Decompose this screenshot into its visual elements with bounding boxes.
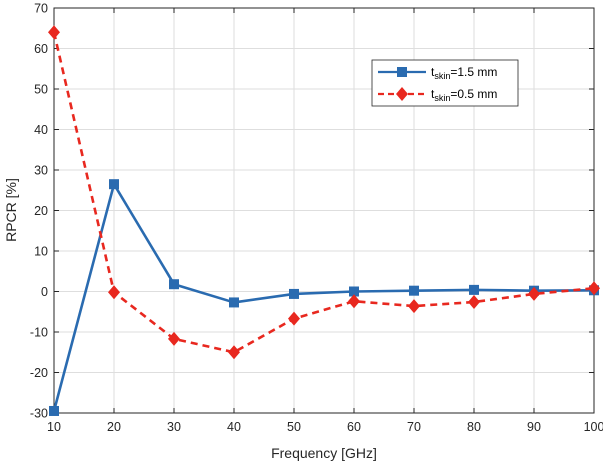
data-point-diamond (108, 285, 120, 300)
data-point-diamond (528, 286, 540, 301)
x-tick-label: 10 (47, 420, 61, 434)
x-tick-label: 70 (407, 420, 421, 434)
ticks: 10 20 30 40 50 60 70 80 90 100 -30 -20 -10 0 10 20 30 40 5… (30, 2, 603, 435)
data-point-square (349, 286, 359, 297)
series-line-2 (52, 32, 595, 354)
data-point-square (109, 179, 119, 190)
x-tick-label: 50 (287, 420, 301, 434)
data-point-diamond (408, 299, 420, 314)
y-tick-label: 30 (34, 164, 48, 178)
legend-box (371, 59, 519, 107)
data-point-diamond (228, 345, 240, 360)
legend-marker-diamond (396, 87, 408, 101)
data-point-diamond (168, 331, 180, 346)
y-tick-label: -10 (30, 326, 48, 340)
series-line-1 (52, 182, 595, 412)
y-tick-label: 20 (34, 204, 48, 218)
y-tick-label: -20 (30, 366, 48, 380)
y-tick-label: 0 (41, 285, 48, 299)
legend-marker-square (397, 67, 407, 77)
y-axis-title: RPCR [%] (3, 178, 19, 242)
data-point-diamond (588, 281, 600, 296)
data-point-diamond (468, 295, 480, 310)
legend: tskin=1.5 mm tskin=0.5 mm (371, 59, 519, 107)
legend-label-skin-0-5: tskin=0.5 mm (431, 87, 497, 103)
data-point-diamond (48, 25, 60, 40)
data-point-square (469, 284, 479, 295)
series-layer (48, 25, 600, 416)
data-point-square (409, 285, 419, 296)
x-axis-title: Frequency [GHz] (271, 445, 377, 461)
y-tick-label: 60 (34, 42, 48, 56)
y-tick-label: 50 (34, 83, 48, 97)
x-tick-label: 100 (584, 420, 603, 434)
y-tick-label: -30 (30, 407, 48, 421)
x-tick-label: 40 (227, 420, 241, 434)
data-point-square (289, 288, 299, 299)
x-tick-label: 60 (347, 420, 361, 434)
data-point-diamond (348, 294, 360, 309)
y-tick-label: 10 (34, 245, 48, 259)
x-tick-label: 80 (467, 420, 481, 434)
x-tick-label: 30 (167, 420, 181, 434)
data-point-diamond (288, 311, 300, 326)
data-point-square (169, 279, 179, 290)
x-tick-label: 90 (527, 420, 541, 434)
y-tick-label: 40 (34, 123, 48, 137)
data-point-square (229, 297, 239, 308)
y-tick-label: 70 (34, 2, 48, 16)
legend-label-skin-1-5: tskin=1.5 mm (431, 65, 497, 81)
x-tick-label: 20 (107, 420, 121, 434)
data-point-square (49, 405, 59, 416)
